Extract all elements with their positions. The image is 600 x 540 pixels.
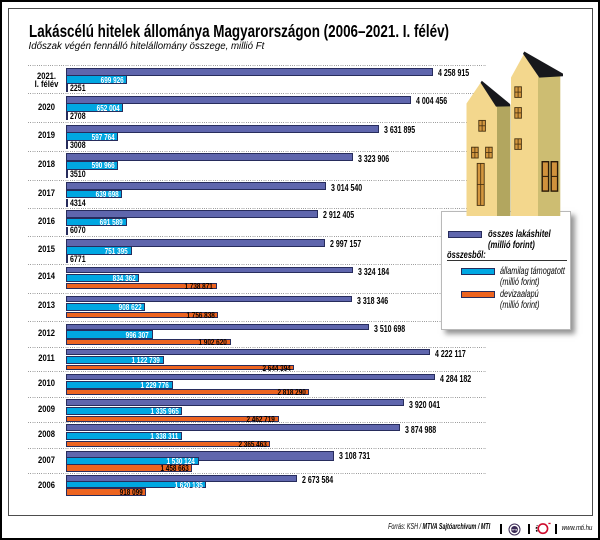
svg-text:MTVA: MTVA	[511, 528, 517, 531]
